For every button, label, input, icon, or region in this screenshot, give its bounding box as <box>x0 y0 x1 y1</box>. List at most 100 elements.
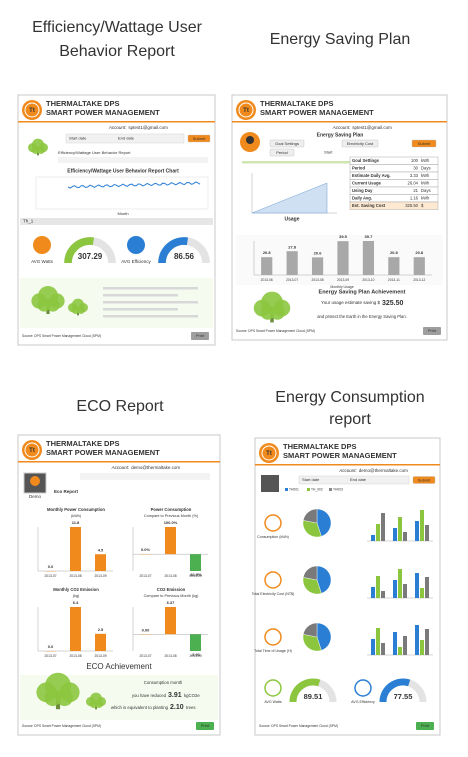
bar <box>286 251 298 275</box>
robot-eye <box>246 136 254 144</box>
value-label: 0.0 <box>48 564 54 569</box>
x-tick-label: 2013-07 <box>44 574 56 578</box>
row-icon <box>264 514 282 532</box>
form-label: Start <box>324 150 333 155</box>
bar <box>311 257 324 275</box>
brand: SMART POWER MANAGEMENT <box>46 448 160 457</box>
account-label: Account: <box>108 125 127 130</box>
text-line <box>103 287 198 290</box>
achievement-text: kgCO2e <box>184 693 200 698</box>
text-line <box>103 294 178 297</box>
x-tick-label: 2013-07 <box>44 654 56 658</box>
print-button[interactable] <box>423 327 441 335</box>
bar-decor <box>376 628 380 655</box>
bar-decor <box>415 625 419 655</box>
account: sptest1@gmail.com <box>128 125 168 130</box>
bar-decor <box>376 524 380 541</box>
button-label: Goal Settings <box>275 141 299 146</box>
user-name: Demo <box>29 494 42 499</box>
table-unit: kWh <box>421 158 430 163</box>
chart-unit: (kg) <box>73 594 80 598</box>
brand: THERMALTAKE DPS <box>46 439 119 448</box>
table-label: Goal Settings <box>352 158 380 163</box>
tree-crown <box>95 700 103 708</box>
logo-text: Tt <box>243 108 249 114</box>
button[interactable] <box>412 476 436 484</box>
table-label: Daily Avg. <box>352 196 372 201</box>
value-label: 0.00 <box>142 627 151 632</box>
table-unit: Days <box>421 166 431 171</box>
pie-slice <box>316 622 332 651</box>
header-rule <box>255 464 440 466</box>
bar-decor <box>398 517 402 541</box>
bar-decor <box>376 576 380 598</box>
pie-slice <box>316 508 332 537</box>
tree-crown <box>55 688 74 707</box>
button-label: Electricity Cost <box>347 141 374 146</box>
achievement-text: you have reduced <box>132 693 167 698</box>
button[interactable] <box>187 134 211 143</box>
gauge-icon <box>264 679 282 697</box>
table-label: Est. Saving Cost <box>352 203 386 208</box>
value-label: 0.0 <box>48 644 54 649</box>
bar <box>70 527 81 571</box>
x-tick-label: 2013-09 <box>337 278 349 282</box>
button-label: Period <box>276 150 288 155</box>
value-label: -61.9% <box>189 572 202 577</box>
text-line <box>103 301 198 304</box>
x-tick-label: 2013-07 <box>139 654 151 658</box>
table-value: 21 <box>413 188 418 193</box>
gauge-fill <box>289 678 321 703</box>
x-tick-label: 2013-07 <box>286 278 298 282</box>
account: demo@thermaltake.com <box>131 465 180 470</box>
bar-decor <box>420 588 424 598</box>
legend-swatch <box>307 488 310 491</box>
x-tick-label: 2013-07 <box>139 574 151 578</box>
value-label: 20.8 <box>263 250 272 255</box>
brand: THERMALTAKE DPS <box>260 99 333 108</box>
button[interactable] <box>269 148 295 157</box>
bar-decor <box>393 632 397 655</box>
value-label: 20.6 <box>314 250 323 255</box>
gauge-label: AVG Efficiency <box>121 259 151 264</box>
achievement-text: Your usage estimate saving $ <box>321 300 380 305</box>
button-label: Submit <box>193 136 206 141</box>
button-label: Submit <box>418 477 431 482</box>
print-button[interactable] <box>416 722 434 730</box>
legend-swatch <box>329 488 332 491</box>
bar-decor <box>381 591 385 598</box>
print-button[interactable] <box>196 722 214 730</box>
chart-title: Monthly Power Consumption <box>47 507 105 512</box>
heading: Efficiency/Wattage User <box>32 19 203 36</box>
print-button[interactable] <box>191 332 209 340</box>
brand: THERMALTAKE DPS <box>46 99 119 108</box>
logo-ring <box>24 442 40 458</box>
bar-decor <box>415 573 419 598</box>
bar <box>261 257 273 275</box>
chart-unit: Compare to Previous Month (%) <box>144 514 199 518</box>
usage-label: Usage <box>284 216 299 222</box>
legend-label: TH_002 <box>311 487 323 491</box>
table-row <box>349 201 439 210</box>
report-label: Efficiency/Wattage User Behavior Report <box>58 150 131 155</box>
bar <box>95 633 106 651</box>
footer: Source: DPS Smart Power Management Cloud… <box>22 334 101 338</box>
bar-decor <box>398 647 402 655</box>
bar-decor <box>425 629 429 655</box>
button[interactable] <box>411 139 437 148</box>
footer: Source: DPS Smart Power Management Cloud… <box>236 329 315 333</box>
value-label: -3.91 <box>191 652 201 657</box>
button[interactable] <box>341 139 379 148</box>
chart-title: Monthly CO2 Emission <box>53 587 99 592</box>
chart-unit: (kWh) <box>71 514 82 518</box>
account: demo@thermaltake.com <box>359 468 408 473</box>
device-band <box>20 218 213 225</box>
achievement-text: and protect the Earth in the Energy Savi… <box>317 314 407 319</box>
button[interactable] <box>269 139 305 148</box>
text-line <box>103 315 198 318</box>
achievement-title: ECO Achievement <box>86 662 152 671</box>
x-tick-label: 2013-08 <box>164 654 176 658</box>
x-tick-label: 2013-12 <box>413 278 425 282</box>
value-label: 27.8 <box>288 244 297 249</box>
